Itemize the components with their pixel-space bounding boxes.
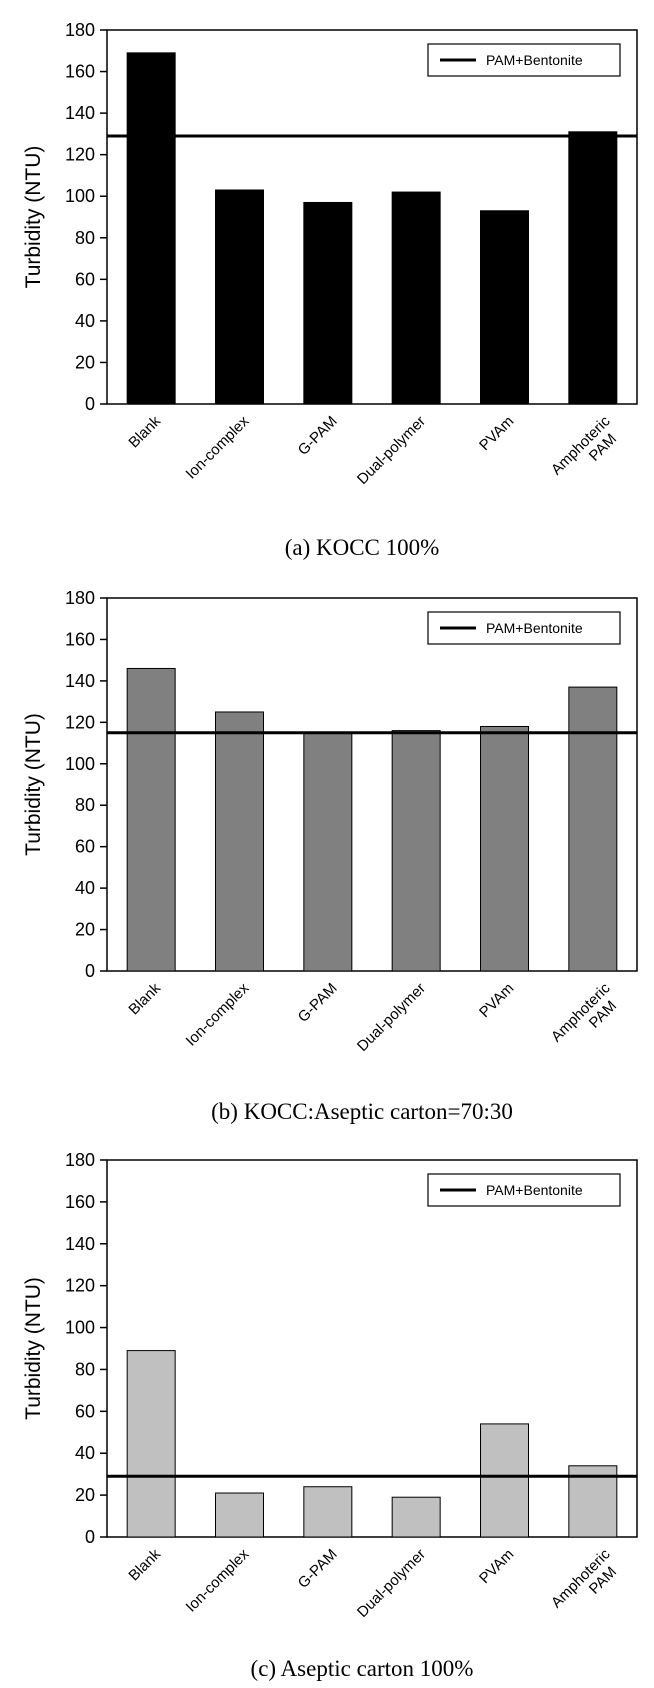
y-tick-label: 160 [65, 1192, 95, 1212]
y-tick-label: 20 [75, 920, 95, 940]
legend-label: PAM+Bentonite [486, 52, 583, 68]
bar [391, 730, 441, 972]
x-tick-label: Blank [125, 979, 164, 1018]
y-tick-label: 180 [65, 20, 95, 40]
bar [303, 732, 353, 972]
chart-panel: 0 20 40 60 80 100 120 140 160 180 Turbidity (NTU) B… [22, 1150, 638, 1681]
y-tick-label: 140 [65, 1234, 95, 1254]
y-tick-label: 180 [65, 588, 95, 608]
x-tick-label: G-PAM [295, 1546, 341, 1592]
x-tick-label: AmphotericPAM [548, 979, 626, 1057]
y-tick-label: 80 [75, 1359, 95, 1379]
bar [126, 667, 176, 972]
panel-caption: (c) Aseptic carton 100% [251, 1656, 474, 1681]
y-tick-label: 80 [75, 228, 95, 248]
x-tick-label: Ion-complex [183, 1545, 253, 1615]
x-tick-label: Ion-complex [183, 412, 253, 482]
y-tick-label: 60 [75, 269, 95, 289]
chart-panel: 0 20 40 60 80 100 120 140 160 180 Turbidity (NTU) B… [22, 20, 638, 560]
panel-caption: (b) KOCC:Aseptic carton=70:30 [211, 1099, 513, 1124]
x-tick-label: G-PAM [295, 980, 341, 1026]
bar [391, 191, 441, 405]
legend-label: PAM+Bentonite [486, 620, 583, 636]
y-tick-label: 100 [65, 1318, 95, 1338]
y-tick-label: 0 [85, 394, 95, 414]
y-tick-label: 40 [75, 311, 95, 331]
y-tick-label: 160 [65, 629, 95, 649]
x-tick-label: Dual-polymer [354, 1546, 429, 1621]
y-tick-label: 100 [65, 186, 95, 206]
x-tick-label: Dual-polymer [354, 980, 429, 1055]
y-tick-label: 140 [65, 103, 95, 123]
plot-area [106, 1159, 638, 1538]
plot-area [106, 597, 638, 972]
bar [568, 131, 618, 405]
y-tick-label: 60 [75, 837, 95, 857]
y-tick-label: 180 [65, 1150, 95, 1170]
bar [215, 711, 264, 972]
y-axis-label: Turbidity (NTU) [22, 713, 45, 856]
bar [303, 1486, 353, 1538]
y-tick-label: 0 [85, 961, 95, 981]
y-tick-label: 120 [65, 1276, 95, 1296]
bar [391, 1496, 441, 1538]
chart-panel: 0 20 40 60 80 100 120 140 160 180 Turbidity (NTU) B… [22, 588, 638, 1124]
y-tick-label: 120 [65, 712, 95, 732]
y-tick-label: 40 [75, 878, 95, 898]
y-tick-label: 40 [75, 1443, 95, 1463]
x-tick-label: Ion-complex [183, 979, 253, 1049]
x-tick-label: Blank [125, 412, 164, 451]
y-tick-label: 0 [85, 1527, 95, 1547]
bar [480, 725, 529, 972]
plot-area [106, 29, 638, 405]
x-tick-label: AmphotericPAM [548, 1545, 626, 1623]
x-tick-label: PVAm [476, 1546, 517, 1587]
x-tick-label: G-PAM [295, 413, 341, 459]
y-tick-label: 20 [75, 352, 95, 372]
x-tick-label: Blank [125, 1545, 164, 1584]
bar [215, 1492, 264, 1538]
y-tick-label: 140 [65, 671, 95, 691]
y-tick-label: 20 [75, 1485, 95, 1505]
y-tick-label: 60 [75, 1401, 95, 1421]
legend-label: PAM+Bentonite [486, 1182, 583, 1198]
panel-caption: (a) KOCC 100% [285, 535, 440, 560]
y-tick-label: 80 [75, 795, 95, 815]
bar [480, 1423, 529, 1538]
bar [126, 52, 176, 405]
legend-box [427, 611, 621, 645]
y-tick-label: 100 [65, 754, 95, 774]
y-axis-label: Turbidity (NTU) [22, 146, 45, 289]
bar [303, 201, 353, 405]
bar [480, 210, 529, 405]
y-tick-label: 120 [65, 145, 95, 165]
y-tick-label: 160 [65, 62, 95, 82]
x-tick-label: Dual-polymer [354, 413, 429, 488]
y-axis-label: Turbidity (NTU) [22, 1277, 45, 1420]
x-tick-label: AmphotericPAM [548, 412, 626, 490]
x-tick-label: PVAm [476, 413, 517, 454]
bar [126, 1350, 176, 1538]
x-tick-label: PVAm [476, 980, 517, 1021]
bar [568, 686, 618, 972]
bar [215, 189, 264, 405]
